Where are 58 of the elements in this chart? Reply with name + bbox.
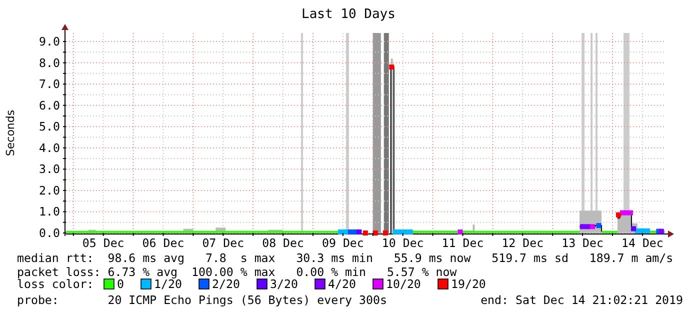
y-tick-label: 1.0 — [39, 204, 60, 219]
point — [644, 228, 650, 234]
point — [616, 212, 621, 218]
legend-label: 3/20 — [270, 277, 298, 291]
point — [630, 226, 636, 232]
point — [356, 229, 362, 234]
x-tick-label: 09 Dec — [322, 236, 364, 250]
point — [628, 210, 633, 216]
point — [408, 229, 413, 234]
point — [402, 229, 408, 234]
legend-label: 0 — [117, 277, 124, 291]
point — [596, 223, 602, 228]
text: packet loss: 6.73 % avg 100.00 % max 0.00 % min 5.57 % now — [17, 265, 457, 279]
point — [392, 229, 398, 234]
chart-title: Last 10 Days — [302, 7, 396, 22]
x-tick-label: 08 Dec — [262, 236, 304, 250]
point — [342, 229, 348, 234]
x-tick-label: 12 Dec — [502, 236, 544, 250]
text: median rtt: 98.6 ms avg 7.8 s max 30.3 ms min 55.9 ms now 519.7 ms sd 189.7 m am/s — [17, 251, 674, 265]
y-tick-label: 7.0 — [39, 77, 60, 92]
y-tick-label: 4.0 — [39, 140, 60, 155]
x-tick-label: 07 Dec — [202, 236, 244, 250]
point — [658, 228, 664, 234]
x-tick-label: 14 Dec — [622, 236, 664, 250]
text: probe: 20 ICMP Echo Pings (56 Bytes) every 300s — [17, 293, 387, 307]
text: end: Sat Dec 14 21:02:21 2019 — [480, 293, 684, 307]
y-tick-label: 3.0 — [39, 162, 60, 176]
point — [634, 228, 640, 234]
point — [389, 64, 394, 70]
point — [348, 229, 353, 234]
point — [585, 224, 590, 230]
point — [640, 228, 645, 234]
y-tick-label: 9.0 — [39, 34, 60, 49]
y-tick-label: 6.0 — [39, 98, 60, 112]
x-tick-label: 06 Dec — [142, 236, 184, 250]
x-tick-label: 11 Dec — [442, 236, 484, 250]
legend-title: loss color: — [17, 277, 94, 291]
y-tick-label: 0.0 — [39, 226, 60, 240]
legend-label: 2/20 — [212, 277, 240, 291]
y-tick-label: 2.0 — [39, 183, 60, 198]
point — [590, 224, 596, 230]
point — [382, 230, 388, 236]
y-tick-label: 8.0 — [39, 56, 60, 70]
point — [338, 229, 343, 234]
point — [580, 224, 586, 230]
legend-label: 19/20 — [451, 277, 486, 291]
point — [458, 229, 463, 234]
x-tick-label: 05 Dec — [82, 236, 124, 250]
y-axis-title: Seconds — [4, 110, 17, 156]
point — [372, 230, 378, 236]
point — [398, 229, 403, 234]
point — [362, 230, 368, 236]
legend-label: 10/20 — [386, 277, 421, 291]
y-tick-label: 5.0 — [39, 120, 60, 134]
x-tick-label: 13 Dec — [562, 236, 604, 250]
x-tick-label: 10 Dec — [382, 236, 424, 250]
legend-label: 4/20 — [328, 277, 356, 291]
legend-label: 1/20 — [154, 277, 182, 291]
